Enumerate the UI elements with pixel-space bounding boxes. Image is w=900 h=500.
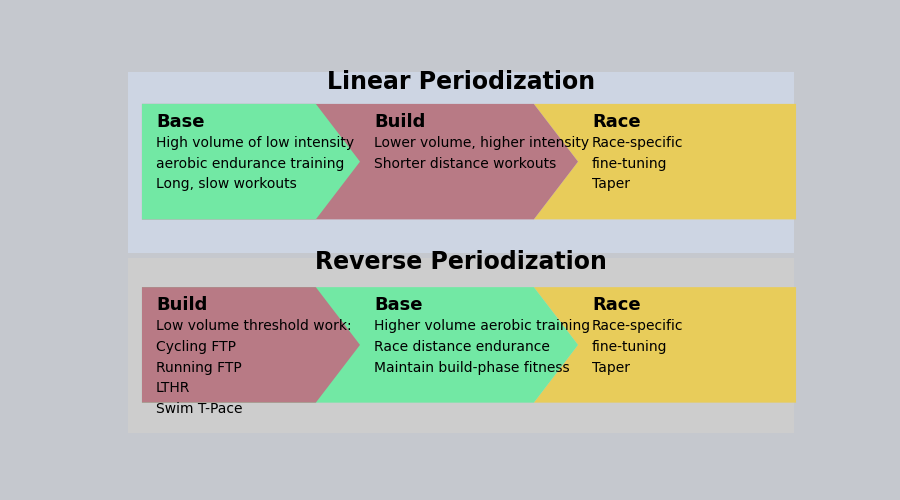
- Text: Higher volume aerobic training
Race distance endurance
Maintain build-phase fitn: Higher volume aerobic training Race dist…: [374, 320, 590, 374]
- Text: Base: Base: [374, 296, 422, 314]
- Polygon shape: [142, 287, 360, 403]
- Text: High volume of low intensity
aerobic endurance training
Long, slow workouts: High volume of low intensity aerobic end…: [156, 136, 354, 192]
- Polygon shape: [142, 104, 360, 220]
- Text: Base: Base: [156, 113, 204, 131]
- Text: Lower volume, higher intensity
Shorter distance workouts: Lower volume, higher intensity Shorter d…: [374, 136, 590, 171]
- Text: Race-specific
fine-tuning
Taper: Race-specific fine-tuning Taper: [592, 320, 683, 374]
- Polygon shape: [534, 287, 796, 403]
- Polygon shape: [534, 104, 796, 220]
- Text: Race: Race: [592, 296, 641, 314]
- Text: Race-specific
fine-tuning
Taper: Race-specific fine-tuning Taper: [592, 136, 683, 192]
- Polygon shape: [142, 287, 578, 403]
- Text: Low volume threshold work:
Cycling FTP
Running FTP
LTHR
Swim T-Pace: Low volume threshold work: Cycling FTP R…: [156, 320, 352, 416]
- FancyBboxPatch shape: [128, 72, 795, 252]
- Text: Race: Race: [592, 113, 641, 131]
- Text: Build: Build: [156, 296, 207, 314]
- Text: Reverse Periodization: Reverse Periodization: [315, 250, 608, 274]
- FancyBboxPatch shape: [128, 258, 795, 434]
- Polygon shape: [142, 104, 578, 220]
- Text: Linear Periodization: Linear Periodization: [328, 70, 595, 94]
- Text: Build: Build: [374, 113, 426, 131]
